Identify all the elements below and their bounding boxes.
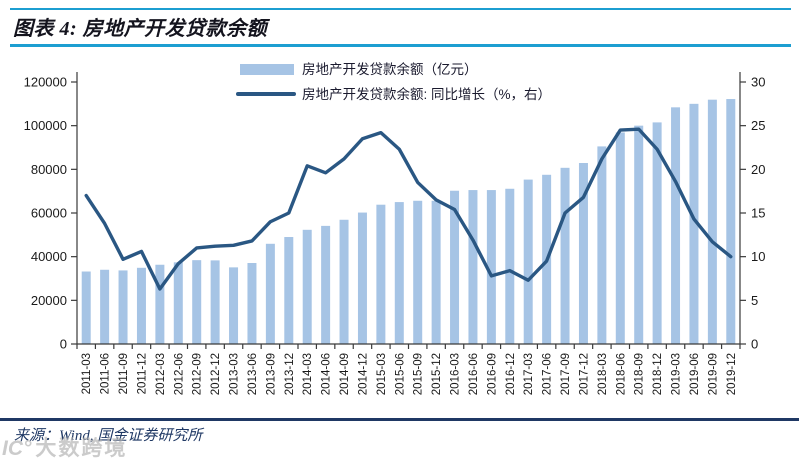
bar-2013-03 [229, 267, 239, 344]
bar-2012-06 [173, 262, 183, 344]
x-label-2017-03: 2017-03 [523, 353, 535, 395]
bar-2016-03 [450, 190, 460, 344]
x-label-2013-06: 2013-06 [247, 353, 259, 395]
bar-2011-09 [118, 270, 128, 344]
bar-2017-12 [578, 163, 588, 344]
x-label-2016-09: 2016-09 [486, 353, 498, 395]
bar-2012-03 [155, 264, 165, 344]
x-label-2015-12: 2015-12 [431, 353, 443, 395]
x-label-2013-09: 2013-09 [265, 353, 277, 395]
bar-2012-12 [210, 260, 220, 344]
top-divider [10, 8, 791, 10]
bar-2012-09 [192, 260, 202, 344]
x-label-2019-03: 2019-03 [671, 353, 683, 395]
right-tick-label: 25 [751, 118, 765, 133]
bar-2019-09 [707, 99, 717, 344]
bar-2013-12 [284, 237, 294, 344]
chart-title: 图表 4: 房地产开发贷款余额 [13, 18, 268, 40]
x-label-2018-06: 2018-06 [615, 353, 627, 395]
x-label-2013-12: 2013-12 [284, 353, 296, 395]
watermark-logo-icon: IC° [2, 437, 32, 460]
right-tick-label: 15 [751, 206, 765, 221]
legend-line-label: 房地产开发贷款余额: 同比增长（%，右） [302, 86, 551, 102]
x-label-2012-06: 2012-06 [173, 353, 185, 395]
x-label-2017-06: 2017-06 [542, 353, 554, 395]
bar-2015-06 [394, 202, 404, 344]
left-tick-label: 80000 [31, 162, 67, 177]
x-label-2019-06: 2019-06 [689, 353, 701, 395]
right-tick-label: 5 [751, 293, 758, 308]
x-label-2016-06: 2016-06 [468, 353, 480, 395]
bar-2018-03 [597, 146, 607, 344]
left-tick-label: 20000 [31, 293, 67, 308]
bar-2011-03 [81, 271, 91, 344]
x-label-2013-03: 2013-03 [229, 353, 241, 395]
bar-2014-09 [339, 219, 349, 344]
right-tick-label: 0 [751, 337, 758, 352]
bar-2019-06 [689, 103, 699, 344]
bar-2018-06 [615, 132, 625, 344]
x-label-2014-09: 2014-09 [339, 353, 351, 395]
x-label-2011-06: 2011-06 [100, 353, 112, 394]
bar-2019-12 [726, 99, 736, 344]
bar-2014-12 [357, 212, 367, 344]
left-tick-label: 40000 [31, 249, 67, 264]
bar-2011-12 [136, 267, 146, 344]
right-tick-label: 30 [751, 75, 765, 90]
x-label-2016-03: 2016-03 [450, 353, 462, 395]
x-label-2018-09: 2018-09 [634, 353, 646, 395]
combo-chart: 0 20000 40000 60000 80000 100000 120000 0 5 10 15 2… [24, 61, 766, 395]
bar-2014-03 [302, 229, 312, 344]
x-label-2019-12: 2019-12 [726, 353, 738, 395]
footer-divider [0, 418, 799, 421]
bar-2013-09 [265, 243, 275, 344]
bar-2014-06 [321, 225, 331, 344]
x-label-2015-03: 2015-03 [376, 353, 388, 395]
bar-2016-09 [486, 190, 496, 344]
right-tick-label: 20 [751, 162, 765, 177]
bar-2016-12 [505, 188, 515, 344]
bar-2018-09 [634, 125, 644, 345]
bar-2015-09 [413, 200, 423, 344]
watermark-text: 大数跨境 [35, 437, 128, 460]
bar-2017-09 [560, 167, 570, 344]
legend-bar-swatch [240, 64, 294, 75]
bar-2013-06 [247, 262, 257, 344]
left-tick-label: 100000 [24, 118, 67, 133]
left-tick-label: 0 [60, 337, 67, 352]
left-tick-label: 120000 [24, 75, 67, 90]
bar-2019-03 [671, 107, 681, 345]
right-tick-label: 10 [751, 249, 765, 264]
x-label-2015-09: 2015-09 [413, 353, 425, 395]
x-label-2014-12: 2014-12 [357, 353, 369, 395]
x-label-2011-12: 2011-12 [136, 353, 148, 394]
x-label-2014-06: 2014-06 [321, 353, 333, 395]
x-label-2015-06: 2015-06 [394, 353, 406, 395]
x-label-2011-03: 2011-03 [81, 353, 93, 394]
bar-2018-12 [652, 122, 662, 345]
watermark: IC° 大数跨境 [2, 432, 127, 461]
x-label-2012-03: 2012-03 [155, 353, 167, 395]
bar-2016-06 [468, 190, 478, 344]
bar-2011-06 [100, 269, 110, 344]
x-label-2018-03: 2018-03 [597, 353, 609, 395]
x-label-2011-09: 2011-09 [118, 353, 130, 394]
source-note: 来源：Wind, 国金证券研究所 [14, 428, 203, 444]
x-label-2016-12: 2016-12 [505, 353, 517, 395]
x-label-2012-12: 2012-12 [210, 353, 222, 395]
yoy-growth-line [84, 127, 733, 291]
x-label-2019-09: 2019-09 [707, 353, 719, 395]
left-tick-label: 60000 [31, 206, 67, 221]
x-label-2017-12: 2017-12 [578, 353, 590, 395]
x-label-2017-09: 2017-09 [560, 353, 572, 395]
title-divider [10, 44, 791, 47]
bar-2015-12 [431, 200, 441, 344]
x-label-2018-12: 2018-12 [652, 353, 664, 395]
x-label-2012-09: 2012-09 [192, 353, 204, 395]
bar-2017-03 [523, 179, 533, 344]
x-label-2014-03: 2014-03 [302, 353, 314, 395]
legend-bar-label: 房地产开发贷款余额（亿元） [302, 61, 478, 77]
bar-2015-03 [376, 204, 386, 344]
